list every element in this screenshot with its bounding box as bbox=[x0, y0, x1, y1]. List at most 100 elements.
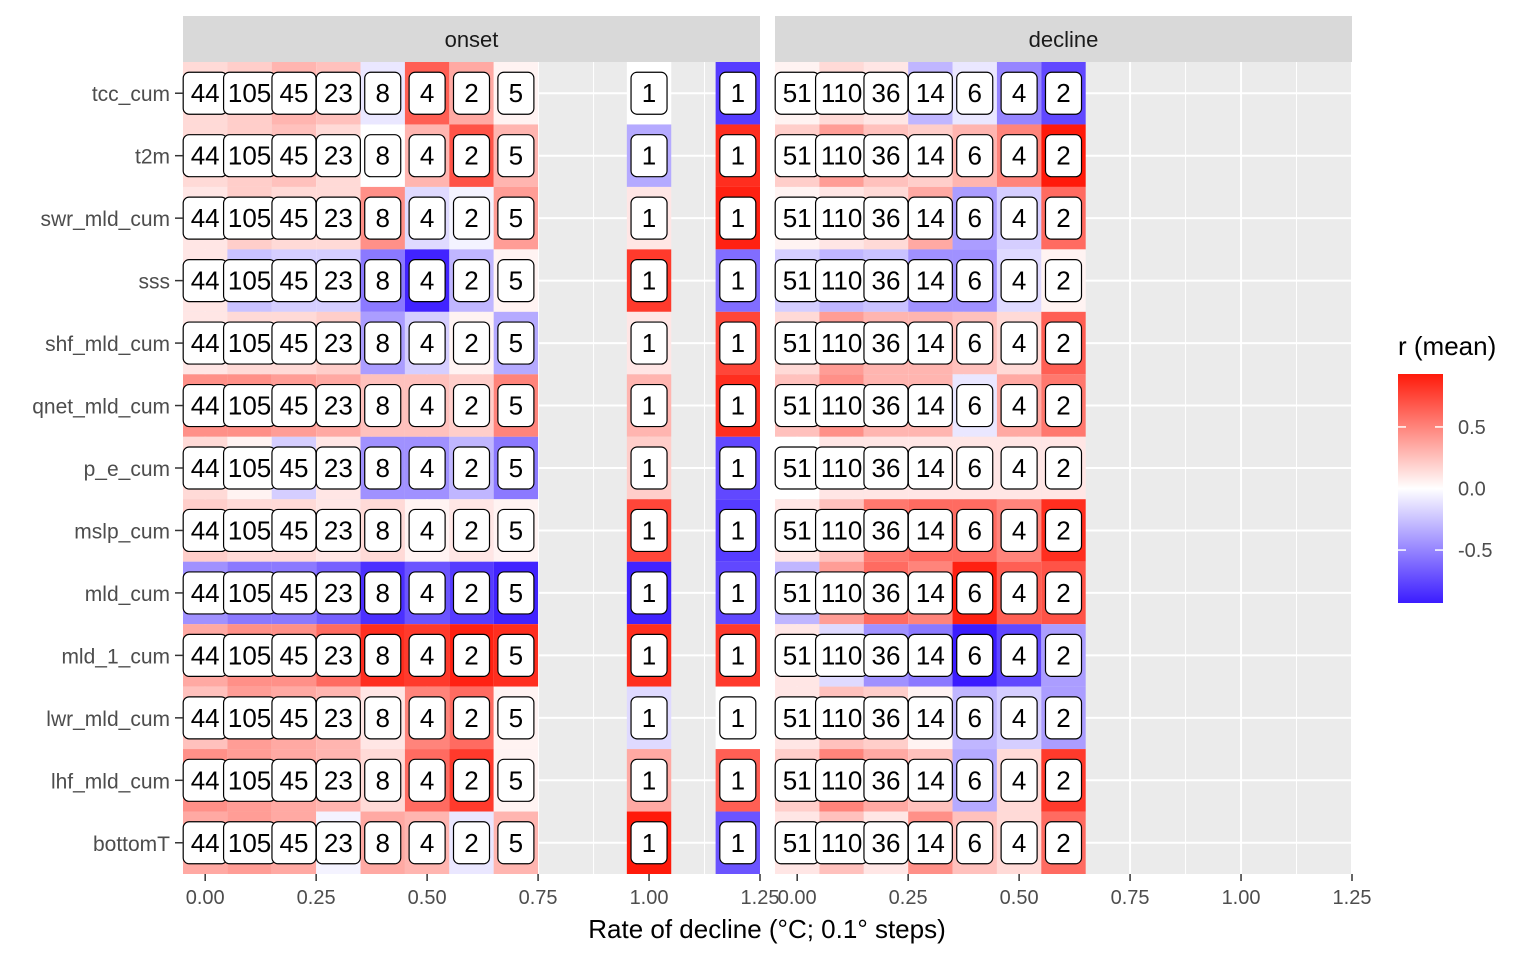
count-label-box bbox=[1044, 196, 1083, 240]
count-label: 4 bbox=[420, 328, 434, 358]
count-label: 6 bbox=[967, 828, 981, 858]
count-label-box bbox=[452, 71, 491, 115]
count-label: 44 bbox=[191, 515, 220, 545]
count-label-box bbox=[907, 321, 953, 365]
count-label-box bbox=[907, 633, 953, 677]
count-label: 2 bbox=[1056, 578, 1070, 608]
count-label: 2 bbox=[464, 703, 478, 733]
count-label: 8 bbox=[375, 640, 389, 670]
count-label: 44 bbox=[191, 640, 220, 670]
count-label: 2 bbox=[464, 141, 478, 171]
count-label: 110 bbox=[821, 578, 862, 608]
legend-tick-label: -0.5 bbox=[1458, 540, 1492, 562]
count-label: 45 bbox=[280, 141, 309, 171]
count-label: 1 bbox=[642, 141, 656, 171]
count-label-box bbox=[315, 134, 361, 178]
count-label-box bbox=[630, 71, 668, 115]
x-tick-label: 0.00 bbox=[778, 887, 817, 909]
count-label: 105 bbox=[228, 328, 271, 358]
count-label: 4 bbox=[420, 78, 434, 108]
count-label: 23 bbox=[324, 578, 353, 608]
count-label: 14 bbox=[916, 578, 945, 608]
count-label: 45 bbox=[280, 640, 309, 670]
count-label: 8 bbox=[375, 515, 389, 545]
x-tick-label: 0.00 bbox=[186, 887, 225, 909]
count-label: 8 bbox=[375, 78, 389, 108]
count-label: 4 bbox=[420, 828, 434, 858]
count-label: 45 bbox=[280, 391, 309, 421]
count-label: 6 bbox=[967, 203, 981, 233]
count-label: 4 bbox=[420, 453, 434, 483]
count-label: 2 bbox=[1056, 703, 1070, 733]
count-label: 23 bbox=[324, 515, 353, 545]
count-label: 105 bbox=[228, 765, 271, 795]
count-label: 23 bbox=[324, 391, 353, 421]
count-label-box bbox=[907, 571, 953, 615]
count-label-box bbox=[452, 633, 491, 677]
count-label: 45 bbox=[280, 328, 309, 358]
count-label-box bbox=[315, 446, 361, 490]
count-label: 8 bbox=[375, 328, 389, 358]
count-label-box bbox=[497, 508, 535, 553]
count-label: 23 bbox=[324, 78, 353, 108]
count-label-box bbox=[1000, 758, 1038, 802]
count-label: 36 bbox=[872, 515, 901, 545]
count-label: 5 bbox=[509, 828, 523, 858]
count-label-box bbox=[315, 571, 361, 615]
y-tick-label: tcc_cum bbox=[92, 83, 170, 106]
count-label: 1 bbox=[642, 203, 656, 233]
x-tick-label: 0.25 bbox=[889, 887, 928, 909]
y-tick-label: lwr_mld_cum bbox=[46, 708, 170, 731]
count-label: 1 bbox=[731, 203, 745, 233]
count-label: 51 bbox=[783, 765, 812, 795]
count-label: 44 bbox=[191, 578, 220, 608]
legend-tick-label: 0.5 bbox=[1458, 417, 1486, 439]
count-label: 110 bbox=[821, 828, 862, 858]
count-label: 4 bbox=[420, 266, 434, 296]
x-tick-label: 0.75 bbox=[519, 887, 558, 909]
count-label: 51 bbox=[783, 703, 812, 733]
count-label: 1 bbox=[642, 515, 656, 545]
count-label: 1 bbox=[731, 640, 745, 670]
count-label: 1 bbox=[642, 578, 656, 608]
count-label: 2 bbox=[464, 453, 478, 483]
count-label-box bbox=[719, 758, 757, 802]
count-label-box bbox=[497, 196, 535, 240]
count-label: 2 bbox=[1056, 765, 1070, 795]
count-label: 23 bbox=[324, 703, 353, 733]
legend: r (mean) 0.5 0.0 -0.5 bbox=[1398, 331, 1496, 603]
count-label: 44 bbox=[191, 78, 220, 108]
count-label: 1 bbox=[642, 78, 656, 108]
count-label: 45 bbox=[280, 515, 309, 545]
count-label: 2 bbox=[1056, 453, 1070, 483]
count-label-box bbox=[1044, 446, 1083, 490]
count-label-box bbox=[452, 321, 491, 365]
count-label: 44 bbox=[191, 203, 220, 233]
count-label: 5 bbox=[509, 703, 523, 733]
count-label: 1 bbox=[731, 828, 745, 858]
x-tick-label: 1.25 bbox=[1333, 887, 1372, 909]
count-label: 1 bbox=[731, 453, 745, 483]
count-label-box bbox=[408, 71, 446, 115]
count-label-box bbox=[315, 696, 361, 740]
count-label: 8 bbox=[375, 828, 389, 858]
count-label: 1 bbox=[731, 141, 745, 171]
count-label: 36 bbox=[872, 828, 901, 858]
count-label: 1 bbox=[731, 578, 745, 608]
count-label: 1 bbox=[731, 78, 745, 108]
count-label-box bbox=[719, 259, 757, 303]
count-label-box bbox=[315, 71, 361, 115]
y-tick-label: mld_1_cum bbox=[61, 645, 170, 668]
count-label: 45 bbox=[280, 203, 309, 233]
count-label: 110 bbox=[821, 515, 862, 545]
count-label: 1 bbox=[731, 703, 745, 733]
count-label: 105 bbox=[228, 78, 271, 108]
count-label: 45 bbox=[280, 453, 309, 483]
count-label: 110 bbox=[821, 391, 862, 421]
count-label: 14 bbox=[916, 828, 945, 858]
count-label-box bbox=[907, 196, 953, 240]
count-label: 23 bbox=[324, 765, 353, 795]
count-label-box bbox=[452, 696, 491, 740]
